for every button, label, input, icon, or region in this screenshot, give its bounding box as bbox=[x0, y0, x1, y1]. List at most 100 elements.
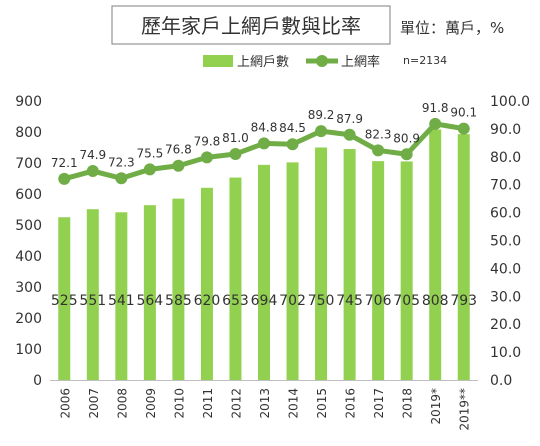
rate-point bbox=[143, 163, 156, 176]
legend-label-line: 上網率 bbox=[341, 54, 380, 70]
rate-value-label: 72.3 bbox=[108, 155, 135, 169]
y-right-tick-label: 100.0 bbox=[490, 94, 530, 110]
x-tick-label: 2012 bbox=[229, 388, 243, 419]
rate-value-label: 75.5 bbox=[137, 146, 164, 160]
x-tick-label: 2018 bbox=[401, 388, 415, 419]
bar-value-label: 620 bbox=[194, 293, 221, 309]
bar bbox=[58, 217, 71, 380]
y-right-tick-label: 20.0 bbox=[490, 317, 521, 333]
bar-value-label: 745 bbox=[336, 293, 363, 309]
bar-value-label: 551 bbox=[79, 293, 106, 309]
bar-value-label: 585 bbox=[165, 293, 192, 309]
bar-data-labels: 525 551 541 564 585 620 653 694 702 750 745 706 705 8… bbox=[51, 293, 477, 309]
rate-value-label: 84.8 bbox=[251, 120, 278, 134]
legend-swatch-marker bbox=[316, 55, 328, 67]
y-right-tick-label: 50.0 bbox=[490, 234, 521, 250]
rate-point bbox=[86, 165, 99, 178]
x-tick-label: 2008 bbox=[115, 388, 129, 419]
rate-value-label: 81.0 bbox=[222, 131, 249, 145]
bar-value-label: 525 bbox=[51, 293, 78, 309]
y-left-tick-label: 200 bbox=[15, 311, 42, 327]
x-tick-label: 2011 bbox=[201, 388, 215, 419]
rate-point bbox=[115, 172, 128, 185]
y-right-tick-label: 40.0 bbox=[490, 261, 521, 277]
legend-swatch-bars bbox=[203, 55, 233, 67]
chart-title-box bbox=[111, 5, 391, 45]
bar bbox=[429, 129, 442, 380]
rate-point bbox=[372, 144, 385, 157]
bar-value-label: 694 bbox=[251, 293, 278, 309]
y-axis-right: 0.0 10.0 20.0 30.0 40.0 50.0 60.0 70.0 80.0 90.0 1… bbox=[490, 94, 530, 389]
rate-point bbox=[286, 138, 299, 151]
rate-value-label: 87.9 bbox=[336, 112, 363, 126]
bar-value-label: 793 bbox=[450, 293, 477, 309]
rate-value-label: 72.1 bbox=[51, 156, 78, 170]
y-left-tick-label: 800 bbox=[15, 125, 42, 141]
y-left-tick-label: 900 bbox=[15, 94, 42, 110]
bar-value-label: 564 bbox=[136, 293, 163, 309]
x-tick-label: 2006 bbox=[58, 388, 72, 419]
bar-value-label: 808 bbox=[422, 293, 449, 309]
bar bbox=[258, 164, 270, 380]
y-right-tick-label: 90.0 bbox=[490, 122, 521, 138]
rate-value-label: 76.8 bbox=[165, 143, 192, 157]
bar bbox=[229, 177, 242, 380]
rate-point bbox=[457, 122, 470, 135]
bar-value-label: 653 bbox=[222, 293, 249, 309]
y-left-tick-label: 700 bbox=[15, 156, 42, 172]
rate-point bbox=[258, 137, 270, 150]
y-right-tick-label: 60.0 bbox=[490, 206, 521, 222]
chart-title-group: 歷年家戶上網戶數與比率 單位：萬戶，% bbox=[111, 5, 504, 45]
rate-point bbox=[343, 128, 356, 141]
y-right-tick-label: 70.0 bbox=[490, 178, 521, 194]
y-left-tick-label: 600 bbox=[15, 187, 42, 203]
rate-value-label: 79.8 bbox=[194, 134, 221, 148]
bar bbox=[372, 161, 385, 380]
rate-value-label: 82.3 bbox=[365, 127, 392, 141]
x-tick-label: 2016 bbox=[344, 388, 358, 419]
rate-value-label: 91.8 bbox=[422, 101, 449, 115]
rate-point bbox=[229, 148, 242, 161]
legend: 上網戶數 上網率 n=2134 bbox=[203, 54, 447, 70]
bar-series bbox=[58, 129, 470, 380]
chart-title: 歷年家戶上網戶數與比率 bbox=[141, 14, 361, 38]
rate-value-label: 84.5 bbox=[279, 121, 306, 135]
x-tick-label: 2007 bbox=[87, 388, 101, 419]
sample-note: n=2134 bbox=[403, 54, 447, 67]
bar bbox=[115, 212, 128, 380]
y-right-tick-label: 10.0 bbox=[490, 345, 521, 361]
y-right-tick-label: 30.0 bbox=[490, 289, 521, 305]
bar-value-label: 706 bbox=[365, 293, 392, 309]
bar-value-label: 702 bbox=[279, 293, 306, 309]
rate-point bbox=[58, 172, 71, 185]
bar bbox=[172, 198, 185, 380]
bar-value-label: 705 bbox=[393, 293, 420, 309]
rate-value-label: 89.2 bbox=[308, 108, 335, 122]
rate-value-label: 90.1 bbox=[450, 106, 477, 120]
x-tick-label: 2014 bbox=[287, 388, 301, 419]
bar bbox=[143, 205, 156, 380]
legend-label-bars: 上網戶數 bbox=[237, 55, 289, 70]
y-right-tick-label: 0.0 bbox=[490, 373, 512, 389]
line-series bbox=[58, 117, 470, 185]
y-left-tick-label: 400 bbox=[15, 249, 42, 265]
bar-value-label: 750 bbox=[308, 293, 335, 309]
unit-note: 單位：萬戶，% bbox=[400, 19, 504, 37]
y-axis-left: 0 100 200 300 400 500 600 700 800 900 bbox=[15, 94, 42, 389]
y-left-tick-label: 500 bbox=[15, 218, 42, 234]
x-tick-label: 2017 bbox=[372, 388, 386, 419]
x-tick-label: 2009 bbox=[144, 388, 158, 419]
rate-point bbox=[429, 117, 442, 130]
rate-point bbox=[200, 151, 213, 164]
bar bbox=[200, 187, 213, 380]
x-tick-label: 2010 bbox=[172, 388, 186, 419]
rate-point bbox=[172, 159, 185, 172]
bar bbox=[457, 134, 470, 380]
line-data-labels: 72.174.972.375.5 76.879.8 81.084.8 84.589.2… bbox=[51, 101, 477, 170]
y-left-tick-label: 100 bbox=[15, 342, 42, 358]
y-left-tick-label: 300 bbox=[15, 280, 42, 296]
x-tick-label: 2015 bbox=[315, 388, 329, 419]
rate-value-label: 80.9 bbox=[393, 131, 420, 145]
